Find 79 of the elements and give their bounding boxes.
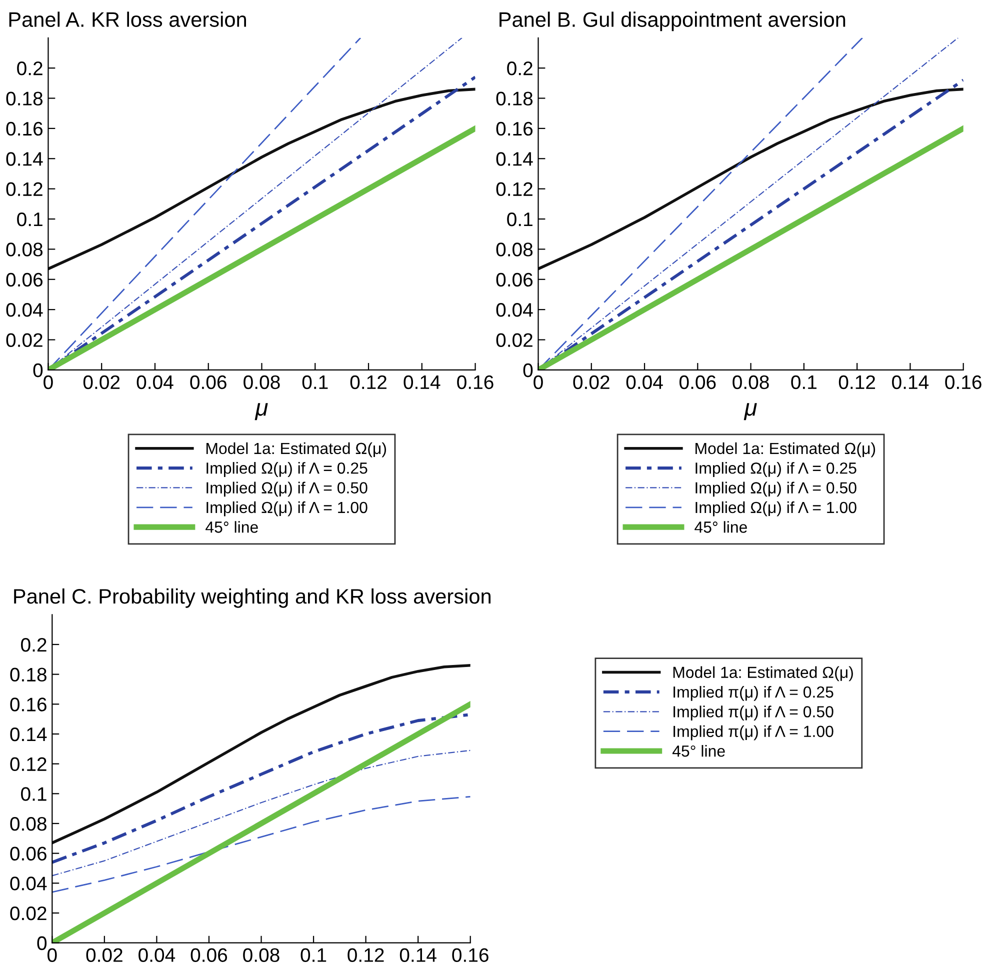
y-tick-label: 0.04 [496,303,533,317]
legend-label: Implied π(μ) if Λ = 1.00 [674,725,834,740]
legend-label: Model 1a: Estimated Ω(μ) [206,442,386,458]
y-tick-label: 0.1 [507,212,532,226]
x-tick-label: 0.06 [190,948,228,962]
y-tick-label: 0.02 [10,906,46,920]
y-tick-label: 0.06 [10,846,46,861]
y-tick-label: 0.18 [496,92,533,106]
y-tick-label: 0.18 [10,668,46,682]
legend-label: Model 1a: Estimated Ω(μ) [673,666,853,682]
legend-label: Implied Ω(μ) if Λ = 0.50 [696,482,856,497]
x-tick-label: 0.1 [791,375,816,390]
x-tick-label: 0.14 [892,375,929,390]
legend-label: Implied Ω(μ) if Λ = 0.25 [696,462,856,477]
x-tick-label: 0.1 [300,948,326,962]
legend-label: Implied π(μ) if Λ = 0.25 [674,686,834,701]
y-tick-label: 0.1 [21,787,46,801]
x-tick-label: 0.08 [244,375,280,390]
y-tick-label: 0.04 [10,876,47,890]
x-tick-label: 0.04 [626,375,663,390]
x-tick-label: 0.16 [452,948,488,962]
y-tick-label: 0 [523,363,533,378]
x-tick-label: 0.16 [457,375,494,390]
x-tick-label: 0.16 [945,375,982,390]
y-tick-label: 0.08 [10,816,46,831]
x-tick-label: 0 [534,375,543,390]
y-tick-label: 0.06 [6,272,43,287]
x-tick-label: 0 [48,948,57,962]
x-tick-label: 0.14 [400,948,436,962]
x-tick-label: 0.02 [83,375,120,390]
x-tick-label: 0.12 [838,375,876,390]
y-tick-label: 0.18 [6,92,43,106]
x-tick-label: 0.02 [86,948,122,962]
y-tick-label: 0.14 [6,152,43,166]
y-tick-label: 0.12 [6,182,42,196]
chart-title: Panel A. KR loss aversion [9,12,246,27]
y-tick-label: 0.12 [496,182,532,196]
x-tick-label: 0.12 [350,375,386,390]
x-tick-label: 0.04 [138,948,176,962]
x-tick-label: 0.02 [573,375,610,390]
y-tick-label: 0.12 [10,757,46,772]
legend-label: Model 1a: Estimated Ω(μ) [696,442,876,458]
y-tick-label: 0.02 [6,333,42,347]
legend-label: 45° line [206,521,258,533]
legend-label: Implied Ω(μ) if Λ = 0.25 [206,462,368,477]
legend-label: Implied Ω(μ) if Λ = 1.00 [696,501,856,516]
x-tick-label: 0.1 [302,375,328,390]
x-tick-label: 0.08 [243,948,280,962]
x-tick-label: 0.14 [404,375,440,390]
y-tick-label: 0.1 [17,212,42,226]
legend-label: Implied Ω(μ) if Λ = 0.50 [206,482,368,497]
x-axis-title: μ [254,403,268,420]
y-tick-label: 0 [33,363,43,378]
y-tick-label: 0.08 [6,242,43,256]
y-tick-label: 0.04 [6,303,43,317]
y-tick-label: 0.16 [496,122,533,136]
y-tick-label: 0.2 [21,638,46,652]
x-tick-label: 0.06 [190,375,226,390]
legend-label: Implied π(μ) if Λ = 0.50 [674,706,834,721]
y-tick-label: 0.2 [507,62,532,76]
y-tick-label: 0.2 [17,62,42,76]
legend-label: Implied Ω(μ) if Λ = 1.00 [206,501,368,516]
y-tick-label: 0.16 [6,122,43,136]
chart-title: Panel C. Probability weighting and KR loss aversion [14,588,490,608]
y-tick-label: 0.14 [10,727,47,742]
x-tick-label: 0.08 [732,375,769,390]
y-tick-label: 0 [37,936,47,950]
y-tick-label: 0.16 [10,698,46,712]
y-tick-label: 0.08 [496,242,533,256]
chart-title: Panel B. Gul disappointment aversion [500,12,846,32]
y-tick-label: 0.02 [496,333,532,347]
y-tick-label: 0.14 [496,152,533,166]
y-tick-label: 0.06 [496,272,533,287]
x-axis-title: μ [744,403,757,420]
x-tick-label: 0.12 [348,948,384,962]
x-tick-label: 0.06 [679,375,716,390]
x-tick-label: 0.04 [136,375,174,390]
legend-label: 45° line [694,521,747,533]
legend-label: 45° line [672,745,725,757]
